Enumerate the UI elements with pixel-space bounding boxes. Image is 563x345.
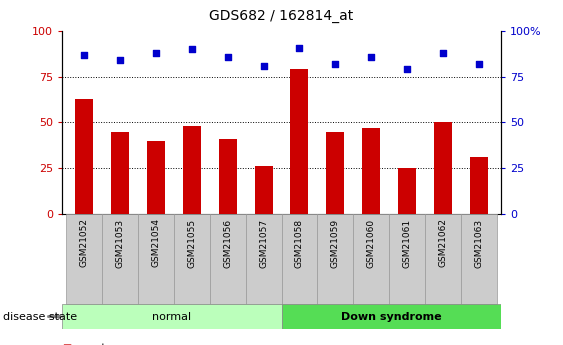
Text: GSM21056: GSM21056 <box>223 218 232 267</box>
Bar <box>327 132 345 214</box>
Point <box>79 52 88 58</box>
Point <box>223 54 232 59</box>
Text: count: count <box>76 344 105 345</box>
Point <box>475 61 484 67</box>
Text: disease state: disease state <box>3 312 77 322</box>
Bar <box>218 139 236 214</box>
FancyBboxPatch shape <box>209 214 245 304</box>
Bar <box>254 166 272 214</box>
Bar <box>399 168 417 214</box>
Text: GSM21058: GSM21058 <box>295 218 304 267</box>
Text: ■: ■ <box>62 344 71 345</box>
Bar <box>471 157 489 214</box>
Bar <box>74 99 92 214</box>
Bar <box>435 122 453 214</box>
FancyBboxPatch shape <box>62 304 282 329</box>
Bar <box>146 141 164 214</box>
Text: GDS682 / 162814_at: GDS682 / 162814_at <box>209 9 354 23</box>
FancyBboxPatch shape <box>462 214 498 304</box>
Text: GSM21059: GSM21059 <box>331 218 340 267</box>
Point <box>439 50 448 56</box>
FancyBboxPatch shape <box>137 214 173 304</box>
Point <box>295 45 304 50</box>
Text: GSM21063: GSM21063 <box>475 218 484 267</box>
Text: Down syndrome: Down syndrome <box>341 312 441 322</box>
FancyBboxPatch shape <box>101 214 137 304</box>
FancyBboxPatch shape <box>282 214 318 304</box>
Bar <box>110 132 128 214</box>
Bar <box>291 69 309 214</box>
Point <box>331 61 340 67</box>
Bar <box>182 126 200 214</box>
Point <box>115 58 124 63</box>
Text: GSM21062: GSM21062 <box>439 218 448 267</box>
FancyBboxPatch shape <box>318 214 354 304</box>
Point <box>187 47 196 52</box>
FancyBboxPatch shape <box>354 214 390 304</box>
Text: normal: normal <box>152 312 191 322</box>
FancyBboxPatch shape <box>65 214 101 304</box>
FancyBboxPatch shape <box>173 214 209 304</box>
FancyBboxPatch shape <box>390 214 426 304</box>
Text: GSM21061: GSM21061 <box>403 218 412 267</box>
FancyBboxPatch shape <box>245 214 282 304</box>
Text: GSM21054: GSM21054 <box>151 218 160 267</box>
Bar <box>363 128 381 214</box>
FancyBboxPatch shape <box>282 304 501 329</box>
FancyBboxPatch shape <box>426 214 462 304</box>
Text: GSM21053: GSM21053 <box>115 218 124 267</box>
Point <box>259 63 268 69</box>
Text: GSM21057: GSM21057 <box>259 218 268 267</box>
Text: GSM21055: GSM21055 <box>187 218 196 267</box>
Point <box>151 50 160 56</box>
Point <box>403 67 412 72</box>
Text: GSM21052: GSM21052 <box>79 218 88 267</box>
Text: GSM21060: GSM21060 <box>367 218 376 267</box>
Point <box>367 54 376 59</box>
